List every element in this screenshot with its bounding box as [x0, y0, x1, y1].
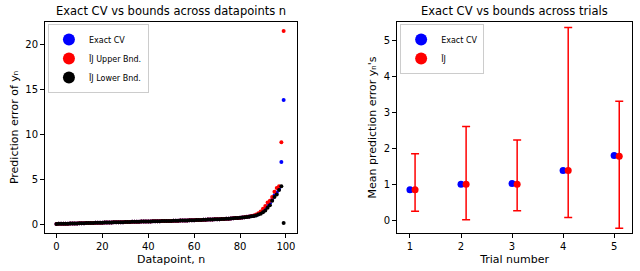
svg-text:15: 15: [25, 84, 38, 95]
svg-text:ĨJ Upper Bnd.: ĨJ Upper Bnd.: [88, 54, 141, 64]
svg-text:4: 4: [384, 71, 390, 82]
svg-text:80: 80: [234, 241, 247, 252]
svg-text:Exact CV vs bounds across data: Exact CV vs bounds across datapoints n: [56, 4, 286, 18]
svg-text:ĨJ: ĨJ: [440, 54, 446, 64]
svg-text:20: 20: [96, 241, 109, 252]
svg-text:Trial number: Trial number: [479, 253, 549, 266]
svg-text:100: 100: [276, 241, 295, 252]
svg-text:ĨJ Lower Bnd.: ĨJ Lower Bnd.: [88, 73, 141, 83]
svg-text:0: 0: [384, 215, 390, 226]
svg-text:Datapoint, n: Datapoint, n: [137, 253, 205, 266]
svg-text:20: 20: [25, 39, 38, 50]
svg-text:60: 60: [188, 241, 201, 252]
svg-text:1: 1: [384, 179, 390, 190]
svg-text:0: 0: [32, 219, 38, 230]
svg-text:0: 0: [53, 241, 59, 252]
svg-text:Exact CV: Exact CV: [441, 36, 477, 45]
svg-text:5: 5: [611, 241, 617, 252]
svg-text:3: 3: [384, 107, 390, 118]
svg-text:Prediction error of yₙ: Prediction error of yₙ: [8, 71, 21, 184]
svg-text:1: 1: [407, 241, 413, 252]
svg-text:Exact CV: Exact CV: [89, 36, 125, 45]
svg-text:Mean prediction error yₙ's: Mean prediction error yₙ's: [366, 56, 379, 198]
svg-text:4: 4: [560, 241, 566, 252]
svg-text:2: 2: [458, 241, 464, 252]
svg-text:5: 5: [384, 35, 390, 46]
svg-text:2: 2: [384, 143, 390, 154]
svg-text:10: 10: [25, 129, 38, 140]
svg-text:5: 5: [32, 174, 38, 185]
svg-text:40: 40: [142, 241, 155, 252]
svg-text:Exact CV vs bounds across tria: Exact CV vs bounds across trials: [421, 4, 608, 18]
svg-text:3: 3: [509, 241, 515, 252]
